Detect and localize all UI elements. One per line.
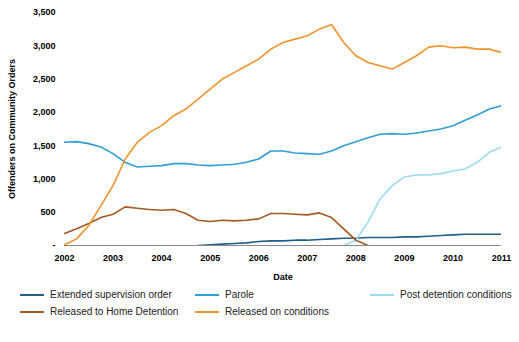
html-text:Post detention conditions: Post detention conditions (400, 289, 512, 300)
svg-text:2,000: 2,000 (33, 107, 56, 117)
html-text:Released on conditions: Released on conditions (225, 306, 329, 317)
html-text:Extended supervision order: Extended supervision order (50, 289, 172, 300)
svg-text:2008: 2008 (346, 253, 366, 263)
svg-text:2006: 2006 (249, 253, 269, 263)
svg-text:3,500: 3,500 (33, 7, 56, 17)
html-text:Parole: Parole (225, 289, 254, 300)
svg-text:2007: 2007 (297, 253, 317, 263)
svg-text:1,000: 1,000 (33, 174, 56, 184)
svg-text:3,000: 3,000 (33, 41, 56, 51)
svg-text:2009: 2009 (394, 253, 414, 263)
svg-text:500: 500 (40, 207, 55, 217)
svg-text:2004: 2004 (152, 253, 172, 263)
svg-text:-: - (53, 240, 56, 250)
svg-text:2005: 2005 (200, 253, 220, 263)
svg-text:1,500: 1,500 (33, 141, 56, 151)
svg-text:2010: 2010 (443, 253, 463, 263)
svg-text:2,500: 2,500 (33, 74, 56, 84)
svg-text:Offenders on Community Orders: Offenders on Community Orders (7, 59, 17, 199)
svg-text:2002: 2002 (54, 253, 74, 263)
svg-text:2003: 2003 (103, 253, 123, 263)
svg-text:2011: 2011 (492, 253, 512, 263)
html-text:Released to Home Detention: Released to Home Detention (50, 306, 179, 317)
svg-text:Date: Date (273, 272, 293, 282)
